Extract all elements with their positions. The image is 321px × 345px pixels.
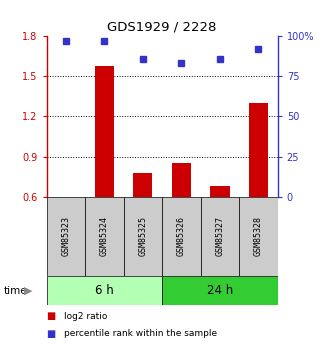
Text: GSM85323: GSM85323 bbox=[61, 216, 70, 256]
Text: percentile rank within the sample: percentile rank within the sample bbox=[64, 329, 217, 338]
Bar bbox=[162, 276, 278, 305]
Bar bbox=[133, 172, 152, 197]
Bar bbox=[249, 103, 268, 197]
Text: 6 h: 6 h bbox=[95, 284, 114, 297]
Bar bbox=[95, 66, 114, 197]
Bar bbox=[239, 197, 278, 276]
Text: GSM85325: GSM85325 bbox=[138, 216, 147, 256]
Text: time: time bbox=[3, 286, 27, 296]
Text: GSM85327: GSM85327 bbox=[215, 216, 224, 256]
Text: GSM85326: GSM85326 bbox=[177, 216, 186, 256]
Bar bbox=[210, 186, 230, 197]
Text: 24 h: 24 h bbox=[207, 284, 233, 297]
Bar bbox=[172, 163, 191, 197]
Text: ▶: ▶ bbox=[24, 286, 33, 296]
Text: GSM85324: GSM85324 bbox=[100, 216, 109, 256]
Bar bbox=[85, 197, 124, 276]
Bar bbox=[201, 197, 239, 276]
Bar bbox=[47, 276, 162, 305]
Bar bbox=[124, 197, 162, 276]
Bar bbox=[162, 197, 201, 276]
Text: ■: ■ bbox=[47, 312, 56, 322]
Title: GDS1929 / 2228: GDS1929 / 2228 bbox=[108, 21, 217, 34]
Text: ■: ■ bbox=[47, 329, 56, 339]
Text: GSM85328: GSM85328 bbox=[254, 216, 263, 256]
Bar bbox=[47, 197, 85, 276]
Text: log2 ratio: log2 ratio bbox=[64, 312, 108, 321]
